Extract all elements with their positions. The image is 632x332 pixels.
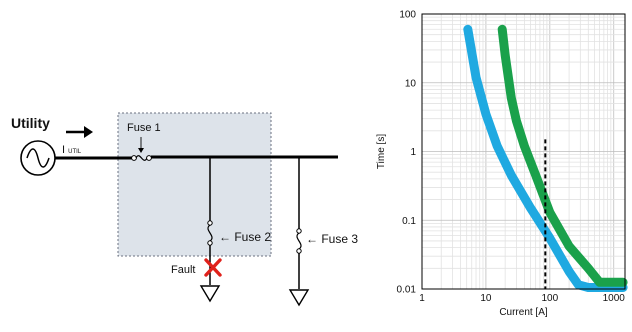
x-axis-label: Current [A] xyxy=(499,307,548,318)
fuse1-terminal-left xyxy=(131,155,137,161)
y-tick-label: 100 xyxy=(399,10,416,21)
y-axis-label: Time [s] xyxy=(376,134,387,169)
fuse1-pointer-arrow-icon xyxy=(138,148,144,153)
y-tick-label: 0.01 xyxy=(397,285,417,296)
current-label: I UTIL xyxy=(62,144,82,156)
x-tick-label: 10 xyxy=(480,293,492,304)
fuse1-terminal-right xyxy=(146,155,152,161)
current-label-subscript: UTIL xyxy=(68,149,82,155)
sine-wave-icon xyxy=(26,148,50,168)
tcc-chart: 1 10 100 1000 0.01 0.1 1 10 100 Current [A] Time… xyxy=(370,0,632,327)
x-tick-label: 100 xyxy=(541,293,558,304)
tcc-chart-svg: 1 10 100 1000 0.01 0.1 1 10 100 Current [A] Time… xyxy=(376,10,628,318)
protection-zone-box xyxy=(117,112,272,257)
current-arrow-icon xyxy=(84,126,93,138)
chart-grid xyxy=(422,14,625,289)
fuse2-terminal-top xyxy=(207,220,213,226)
fuse2-terminal-bottom xyxy=(207,240,213,246)
plot-frame xyxy=(421,13,626,290)
y-tick-label: 10 xyxy=(405,78,417,89)
tcc-curve-2 xyxy=(497,24,628,287)
chart-tick-labels: 1 10 100 1000 0.01 0.1 1 10 100 xyxy=(397,10,626,305)
fault-x-icon xyxy=(204,258,222,277)
chart-curves xyxy=(463,24,628,292)
fuse2-link xyxy=(207,224,213,242)
x-tick-label: 1 xyxy=(419,293,425,304)
x-tick-label: 1000 xyxy=(603,293,626,304)
fuse1-label: Fuse 1 xyxy=(127,122,161,134)
fault-label: Fault xyxy=(171,264,195,276)
tcc-curve-1 xyxy=(463,24,628,292)
fuse3-link xyxy=(296,232,302,250)
utility-label: Utility xyxy=(11,115,50,131)
y-tick-label: 0.1 xyxy=(402,216,416,227)
fuse3-terminal-top xyxy=(296,228,302,234)
fuse3-label: ← Fuse 3 xyxy=(306,232,358,246)
y-tick-label: 1 xyxy=(410,147,416,158)
fuse2-label: ← Fuse 2 xyxy=(219,230,271,244)
load3-ground-icon xyxy=(288,289,310,307)
fuse1-link xyxy=(135,155,148,161)
one-line-diagram-svg: Utility I UTIL Fuse 1 ← Fuse 2 Fault xyxy=(11,112,358,307)
fuse3-terminal-bottom xyxy=(296,248,302,254)
one-line-diagram: Utility I UTIL Fuse 1 ← Fuse 2 Fault xyxy=(11,112,358,307)
load2-ground-icon xyxy=(199,285,221,303)
